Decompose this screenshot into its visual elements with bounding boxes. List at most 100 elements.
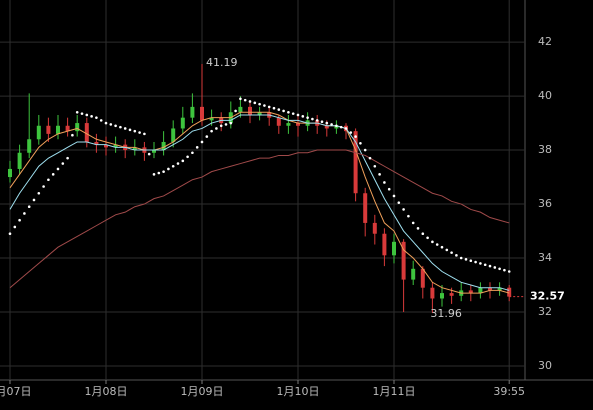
candle-body bbox=[238, 106, 243, 113]
sar-dot bbox=[51, 173, 55, 176]
sar-dot bbox=[186, 155, 189, 159]
sar-dot bbox=[162, 170, 165, 173]
sar-dot bbox=[13, 225, 17, 229]
x-tick-label: 1月08日 bbox=[85, 385, 128, 398]
candle-body bbox=[382, 233, 387, 256]
candle-body bbox=[488, 287, 492, 291]
high-annotation: 41.19 bbox=[206, 56, 238, 69]
sar-dot bbox=[335, 124, 338, 128]
sar-dot bbox=[71, 133, 74, 137]
sar-dot bbox=[66, 156, 69, 160]
sar-dot bbox=[152, 173, 156, 176]
sar-dot bbox=[143, 132, 146, 136]
sar-dot bbox=[507, 270, 511, 273]
candle-body bbox=[65, 125, 70, 132]
sar-dot bbox=[450, 251, 453, 254]
sar-dot bbox=[301, 115, 305, 118]
candle-body bbox=[209, 117, 214, 121]
sar-dot bbox=[272, 106, 276, 110]
candle-body bbox=[430, 287, 435, 299]
sar-dot bbox=[234, 109, 237, 113]
candle-body bbox=[27, 139, 32, 153]
sar-dot bbox=[421, 232, 425, 236]
sar-dot bbox=[431, 240, 434, 244]
candle-body bbox=[468, 290, 473, 294]
sar-dot bbox=[330, 123, 333, 126]
candle-body bbox=[363, 193, 368, 223]
sar-dot bbox=[119, 125, 122, 129]
x-tick-label: 1月11日 bbox=[373, 385, 416, 398]
candle-body bbox=[94, 141, 99, 145]
candle-body bbox=[372, 222, 377, 234]
sar-dot bbox=[483, 263, 487, 267]
sar-dot bbox=[99, 119, 103, 122]
sar-dot bbox=[267, 105, 271, 109]
candle-body bbox=[8, 168, 12, 178]
sar-dot bbox=[354, 135, 357, 138]
sar-dot bbox=[416, 227, 420, 230]
sar-dot bbox=[474, 260, 477, 264]
sar-dot bbox=[32, 198, 36, 202]
x-tick-label: 1月10日 bbox=[277, 385, 320, 398]
candle-body bbox=[152, 150, 156, 153]
sar-dot bbox=[80, 112, 84, 115]
sar-dot bbox=[445, 248, 449, 252]
candle-body bbox=[75, 123, 80, 132]
sar-dot bbox=[95, 116, 98, 119]
candle-body bbox=[411, 268, 416, 280]
sar-dot bbox=[349, 131, 353, 134]
sar-dot bbox=[426, 236, 429, 240]
candle-body bbox=[56, 125, 60, 134]
sar-dot bbox=[488, 264, 492, 268]
candle-body bbox=[497, 287, 502, 291]
sar-dot bbox=[47, 178, 50, 182]
candle-body bbox=[248, 106, 252, 115]
sar-dot bbox=[287, 110, 290, 114]
candle-body bbox=[180, 117, 185, 129]
sar-dot bbox=[195, 146, 199, 149]
indicator-line bbox=[9, 111, 510, 294]
sar-dot bbox=[133, 129, 137, 133]
sar-dot bbox=[464, 258, 468, 261]
sar-dot bbox=[311, 117, 314, 121]
candle-body bbox=[440, 293, 444, 299]
sar-dot bbox=[205, 135, 209, 138]
sar-dot bbox=[258, 102, 261, 106]
candle-body bbox=[334, 125, 339, 129]
sar-dot bbox=[109, 123, 113, 126]
y-tick-label: 42 bbox=[538, 35, 552, 48]
indicator-line bbox=[9, 149, 510, 289]
last-price-label: 32.57 bbox=[530, 290, 565, 303]
sar-dot bbox=[27, 205, 31, 209]
candle-body bbox=[104, 144, 108, 148]
candle-body bbox=[200, 106, 204, 121]
sar-dot bbox=[306, 116, 309, 119]
sar-dot bbox=[440, 245, 444, 249]
sar-dot bbox=[114, 124, 117, 128]
sar-dot bbox=[469, 259, 473, 263]
sar-dot bbox=[315, 119, 319, 122]
sar-dot bbox=[498, 267, 501, 271]
candle-body bbox=[257, 112, 262, 115]
candle-body bbox=[324, 125, 329, 129]
sar-dot bbox=[455, 254, 458, 257]
sar-dot bbox=[503, 268, 506, 272]
x-tick-label: 39:55 bbox=[493, 385, 525, 398]
sar-dot bbox=[191, 151, 194, 155]
sar-dot bbox=[411, 221, 415, 225]
sar-dot bbox=[37, 191, 41, 195]
candle-body bbox=[36, 125, 41, 140]
candle-body bbox=[296, 123, 300, 126]
sar-dot bbox=[296, 113, 300, 117]
sar-dot bbox=[210, 129, 213, 133]
sar-dot bbox=[368, 156, 372, 160]
candle-body bbox=[276, 117, 281, 126]
sar-dot bbox=[373, 164, 377, 168]
sar-dot bbox=[359, 142, 362, 145]
candle-body bbox=[420, 268, 425, 288]
sar-dot bbox=[18, 218, 21, 222]
y-tick-label: 36 bbox=[538, 197, 552, 210]
sar-dot bbox=[61, 162, 65, 165]
candle-body bbox=[449, 293, 454, 296]
